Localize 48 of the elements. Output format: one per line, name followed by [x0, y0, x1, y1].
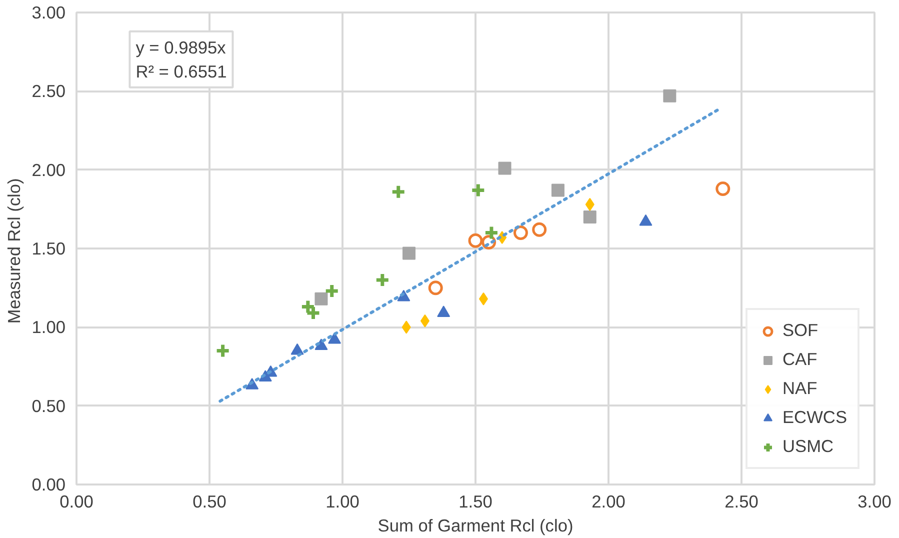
legend-label: CAF [782, 349, 818, 370]
annotation: R² = 0.6551 [136, 61, 227, 82]
point [420, 314, 430, 328]
x-axis-title: Sum of Garment Rcl (clo) [378, 516, 574, 536]
point [551, 184, 564, 197]
point [402, 246, 416, 260]
point [324, 283, 340, 299]
point [716, 181, 730, 196]
point [583, 210, 596, 224]
point [215, 343, 231, 359]
point [498, 162, 512, 175]
y-tick-label: 0.00 [32, 474, 66, 494]
point [390, 184, 406, 200]
y-tick-label: 2.50 [32, 81, 66, 102]
x-tick-label: 1.00 [326, 492, 360, 512]
y-tick-label: 1.50 [32, 238, 66, 258]
point [300, 298, 316, 314]
point [290, 343, 304, 355]
y-tick-label: 3.00 [32, 2, 66, 22]
point [314, 292, 328, 306]
point [532, 222, 547, 237]
legend-label: SOF [782, 320, 818, 341]
point [484, 225, 500, 241]
legend-label: NAF [782, 378, 818, 399]
point [513, 226, 528, 240]
y-tick-label: 1.00 [32, 317, 66, 338]
point [663, 89, 676, 102]
point [437, 306, 450, 317]
legend-label: ECWCS [782, 407, 847, 428]
x-tick-label: 2.50 [724, 492, 758, 512]
point [305, 305, 321, 321]
annotation: y = 0.9895x [136, 37, 226, 58]
y-axis-title: Measured Rcl (clo) [4, 178, 24, 324]
x-tick-label: 2.00 [592, 492, 626, 512]
point [402, 320, 411, 334]
x-tick-label: 0.50 [192, 492, 226, 512]
y-tick-label: 0.50 [32, 396, 66, 416]
point [478, 292, 488, 306]
x-tick-label: 3.00 [858, 492, 892, 512]
point [374, 272, 390, 288]
point [470, 182, 486, 198]
point [428, 280, 443, 296]
y-tick-label: 2.00 [32, 160, 66, 180]
point [585, 198, 594, 211]
x-tick-label: 0.00 [60, 492, 94, 512]
point [468, 233, 483, 248]
legend-label: USMC [782, 436, 834, 457]
x-tick-label: 1.50 [458, 492, 492, 512]
